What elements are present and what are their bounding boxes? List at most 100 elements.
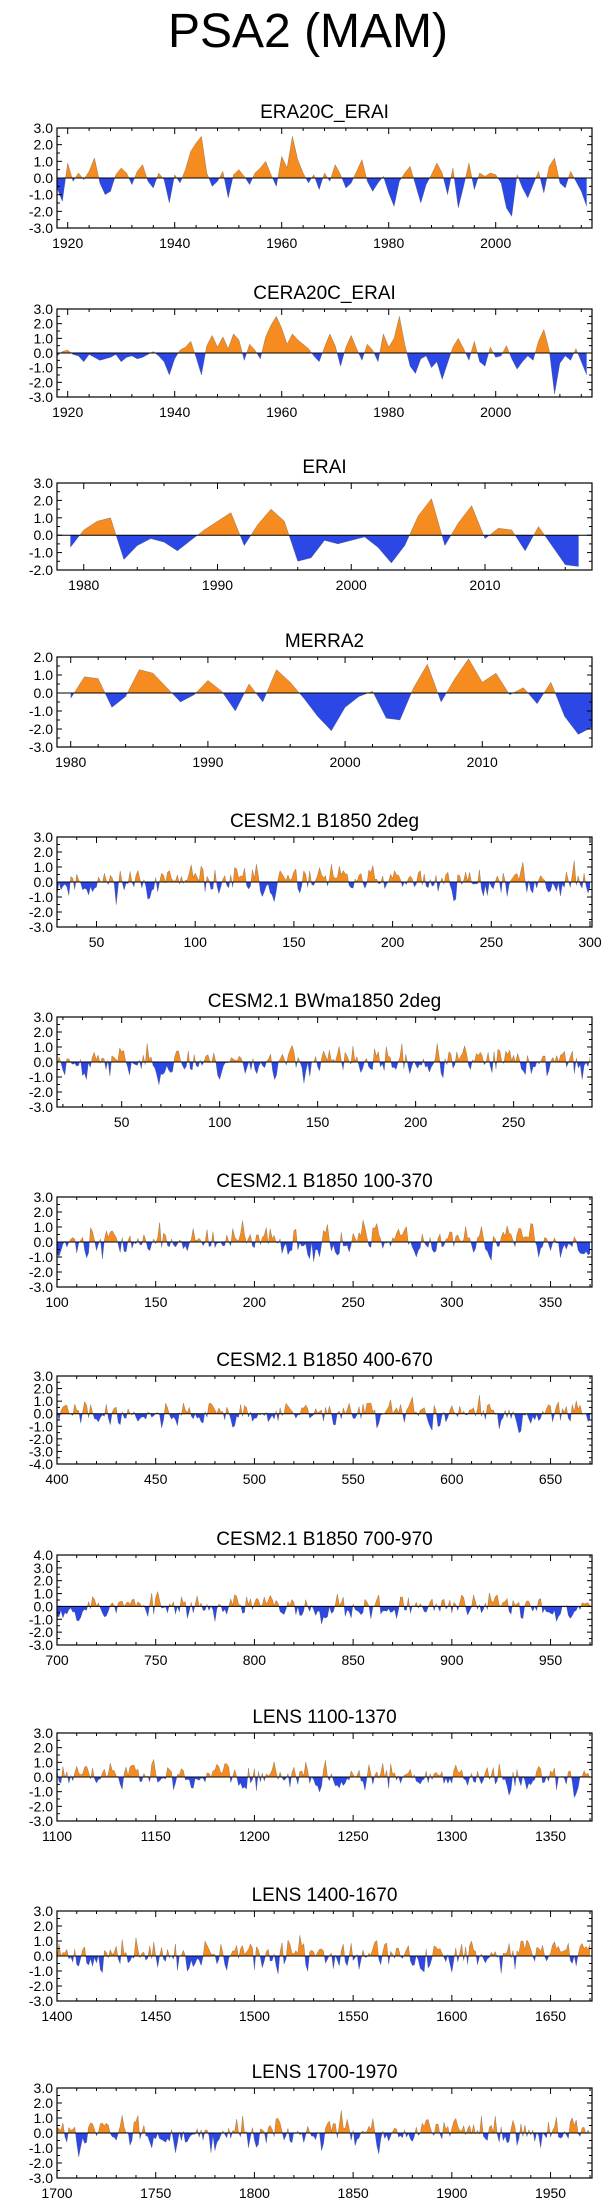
negative-area [249, 1062, 253, 1070]
negative-area [75, 1242, 80, 1253]
negative-area [337, 353, 345, 367]
positive-area [219, 1944, 224, 1956]
negative-area [515, 535, 534, 551]
negative-area [413, 882, 417, 887]
negative-area [288, 1777, 292, 1788]
negative-area [299, 1062, 312, 1084]
y-tick-label: 3.0 [34, 1560, 54, 1576]
positive-area [82, 1401, 88, 1414]
chart-panel-10: LENS 1100-13703.02.01.00.0-1.0-2.0-3.011… [29, 1707, 593, 1844]
x-tick-label: 200 [381, 934, 405, 950]
negative-area [240, 535, 251, 546]
negative-area [214, 1242, 226, 1248]
positive-area [468, 1941, 477, 1956]
y-tick-label: 3.0 [34, 1725, 54, 1741]
chart-panel-7: CESM2.1 B1850 100-370 3.02.01.00.0-1.0-2.… [29, 1171, 593, 1310]
x-tick-label: 150 [282, 934, 306, 950]
positive-area [512, 1600, 520, 1607]
y-tick-label: -1.0 [29, 1069, 53, 1085]
positive-area [140, 1952, 145, 1956]
positive-area [476, 2130, 479, 2133]
positive-area [345, 1403, 352, 1414]
positive-area [448, 1405, 456, 1414]
panel-title: LENS 1400-1670 [252, 1885, 398, 1906]
x-tick-label: 2010 [467, 754, 498, 770]
negative-area [349, 2133, 353, 2141]
negative-area [304, 1956, 310, 1972]
positive-area [458, 1594, 466, 1607]
y-tick-label: -1.0 [29, 703, 53, 719]
positive-area [388, 870, 402, 882]
negative-area [269, 1956, 274, 1962]
negative-area [335, 1956, 341, 1966]
x-tick-label: 800 [243, 1652, 267, 1668]
positive-area [213, 869, 217, 882]
positive-area [455, 1045, 468, 1062]
negative-area [297, 882, 303, 894]
negative-area [296, 1777, 299, 1785]
positive-area [404, 1054, 408, 1062]
positive-area [373, 1594, 380, 1607]
x-tick-label: 1750 [140, 2185, 171, 2201]
series-marks [57, 315, 587, 395]
positive-area [314, 867, 327, 882]
y-tick-label: 3.0 [34, 1368, 54, 1384]
positive-area [252, 161, 273, 178]
x-tick-label: 550 [341, 1471, 365, 1487]
positive-area [382, 1943, 388, 1956]
y-tick-label: -3.0 [29, 389, 53, 405]
positive-area [186, 1050, 190, 1062]
positive-area [268, 1228, 276, 1242]
chart-panel-2: CERA20C_ERAI 3.02.01.00.0-1.0-2.0-3.01920… [29, 283, 593, 420]
positive-area [440, 877, 444, 882]
negative-area [436, 1413, 443, 1427]
y-tick-label: 1.0 [34, 1039, 54, 1055]
x-tick-label: 2000 [336, 577, 367, 593]
negative-area [294, 1606, 305, 1616]
negative-area [209, 882, 214, 890]
series-marks [57, 135, 587, 218]
positive-area [419, 1407, 426, 1414]
y-tick-label: 0.0 [34, 170, 54, 186]
y-tick-label: 1.0 [34, 859, 54, 875]
y-tick-label: 2.0 [34, 137, 54, 153]
positive-area [543, 682, 556, 693]
positive-area [278, 1054, 286, 1062]
y-tick-label: -1.0 [29, 1249, 53, 1265]
positive-area [486, 1403, 495, 1414]
y-tick-label: 3.0 [34, 1189, 54, 1205]
positive-area [543, 1237, 548, 1242]
positive-area [142, 1234, 147, 1242]
negative-area [322, 1413, 325, 1422]
x-tick-label: 1950 [535, 2185, 566, 2201]
positive-area [211, 1052, 216, 1062]
positive-area [97, 2123, 111, 2133]
negative-area [255, 1777, 258, 1791]
positive-area [164, 1403, 170, 1414]
positive-area [229, 874, 232, 882]
negative-area [449, 882, 458, 902]
x-tick-label: 1940 [159, 235, 190, 251]
negative-area [403, 1606, 408, 1611]
y-tick-label: -2.0 [29, 1978, 53, 1994]
y-tick-label: 0.0 [34, 1234, 54, 1250]
negative-area [207, 1606, 211, 1611]
positive-area [502, 345, 510, 353]
negative-area [331, 1956, 336, 1969]
positive-area [367, 865, 378, 882]
positive-area [207, 1403, 217, 1414]
negative-area [222, 693, 245, 711]
negative-area [211, 1606, 218, 1622]
positive-area [419, 1603, 423, 1607]
y-tick-label: -3.0 [29, 1443, 53, 1459]
negative-area [314, 178, 323, 190]
series-line [70, 658, 592, 735]
positive-area [159, 873, 166, 882]
positive-area [421, 1234, 425, 1242]
negative-area [146, 178, 157, 188]
series-marks [57, 1043, 591, 1085]
positive-area [500, 1225, 514, 1242]
positive-area [538, 875, 546, 882]
negative-area [329, 1242, 341, 1256]
x-tick-label: 1700 [41, 2185, 72, 2201]
